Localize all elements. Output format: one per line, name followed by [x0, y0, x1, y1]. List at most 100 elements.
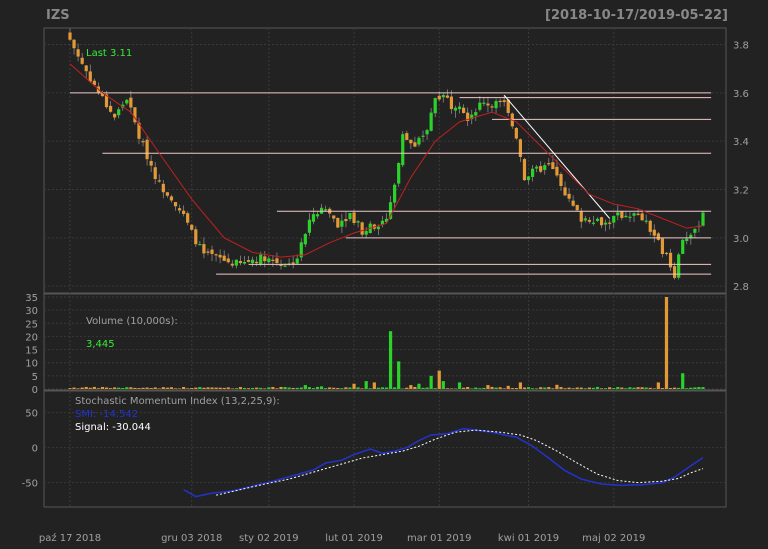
volume-bar	[502, 388, 506, 389]
candle-body	[246, 260, 251, 262]
volume-bar	[445, 388, 449, 389]
volume-bar	[238, 387, 243, 389]
smi-tick-label: 0	[32, 444, 38, 455]
candle-body	[186, 213, 190, 223]
candle-body	[668, 252, 673, 268]
volume-bar	[417, 383, 421, 389]
volume-bar	[640, 387, 644, 389]
candle-body	[567, 193, 571, 199]
volume-bar	[697, 387, 701, 389]
candle-body	[409, 139, 413, 144]
volume-bar	[539, 387, 543, 389]
candle-body	[315, 214, 320, 217]
candle-body	[360, 222, 364, 235]
smi-panel-frame	[43, 390, 727, 508]
candle-body	[307, 219, 312, 233]
volume-bar	[145, 387, 149, 389]
volume-bar	[482, 387, 486, 389]
candle-body	[405, 133, 409, 140]
volume-bar	[474, 387, 478, 389]
candle-body	[194, 229, 198, 245]
candle-body	[133, 107, 137, 123]
volume-value: 3,445	[86, 339, 115, 350]
candle-body	[80, 57, 84, 64]
signal-value-label: Signal: -30.044	[75, 422, 151, 433]
candle-body	[522, 159, 527, 181]
candle-body	[563, 187, 567, 196]
volume-bar	[616, 387, 620, 389]
volume-bar	[283, 387, 287, 389]
candle-body	[457, 106, 462, 110]
candle-body	[226, 258, 230, 263]
volume-bar	[177, 388, 182, 389]
volume-bar	[685, 388, 689, 389]
volume-bar	[656, 382, 660, 389]
volume-bar	[182, 387, 186, 389]
volume-bar	[352, 383, 356, 389]
volume-bar	[677, 387, 681, 389]
volume-bar	[393, 387, 397, 389]
volume-bar	[547, 387, 551, 389]
volume-bar	[328, 387, 332, 389]
volume-bar	[652, 388, 656, 389]
candle-body	[693, 228, 697, 233]
price-tick-label: 3.0	[733, 234, 749, 245]
candle-body	[113, 113, 117, 118]
volume-bar	[498, 387, 502, 389]
candle-body	[230, 263, 234, 266]
volume-bar	[644, 387, 648, 389]
x-tick-label: gru 03 2018	[161, 533, 222, 544]
candle-body	[397, 163, 401, 184]
candle-body	[202, 244, 206, 254]
volume-bar	[648, 387, 652, 389]
candle-body	[652, 229, 656, 236]
candle-body	[173, 202, 178, 207]
candle-body	[421, 135, 425, 137]
volume-bar	[401, 388, 405, 389]
volume-bar	[137, 388, 141, 389]
volume-bar	[628, 387, 632, 389]
candle-body	[632, 213, 636, 216]
candle-body	[364, 231, 368, 235]
price-panel-frame	[43, 27, 727, 294]
candle-body	[433, 98, 437, 114]
candle-body	[498, 100, 502, 103]
volume-bar	[409, 385, 413, 389]
candle-body	[689, 234, 693, 238]
candle-body	[701, 212, 705, 226]
candle-body	[348, 213, 352, 220]
candle-body	[384, 218, 389, 222]
candle-body	[125, 99, 129, 104]
candle-body	[401, 134, 405, 166]
volume-bar	[490, 386, 494, 389]
volume-bar	[96, 388, 101, 389]
volume-bar	[250, 387, 255, 389]
volume-bar	[121, 388, 125, 389]
smi-line	[183, 427, 704, 498]
candle-body	[255, 261, 259, 264]
volume-bar	[279, 386, 283, 389]
candle-body	[604, 222, 608, 225]
volume-bar	[405, 387, 409, 389]
candle-body	[222, 255, 226, 261]
smi-lines	[183, 427, 704, 498]
candle-body	[539, 166, 543, 172]
candle-body	[242, 261, 247, 264]
candle-body	[575, 204, 579, 211]
volume-bar	[664, 297, 669, 389]
candle-body	[198, 244, 202, 246]
volume-bar	[255, 387, 259, 389]
candle-body	[547, 163, 551, 165]
volume-bar	[551, 388, 555, 389]
candle-body	[620, 211, 624, 218]
volume-tick-label: 35	[25, 293, 38, 304]
volume-bar	[384, 387, 389, 389]
candle-body	[608, 222, 612, 224]
volume-bar	[311, 388, 316, 389]
candle-body	[84, 65, 88, 72]
candle-body	[453, 107, 458, 111]
volume-bar	[222, 387, 226, 389]
candle-body	[530, 168, 535, 177]
price-tick-label: 3.2	[733, 186, 749, 197]
